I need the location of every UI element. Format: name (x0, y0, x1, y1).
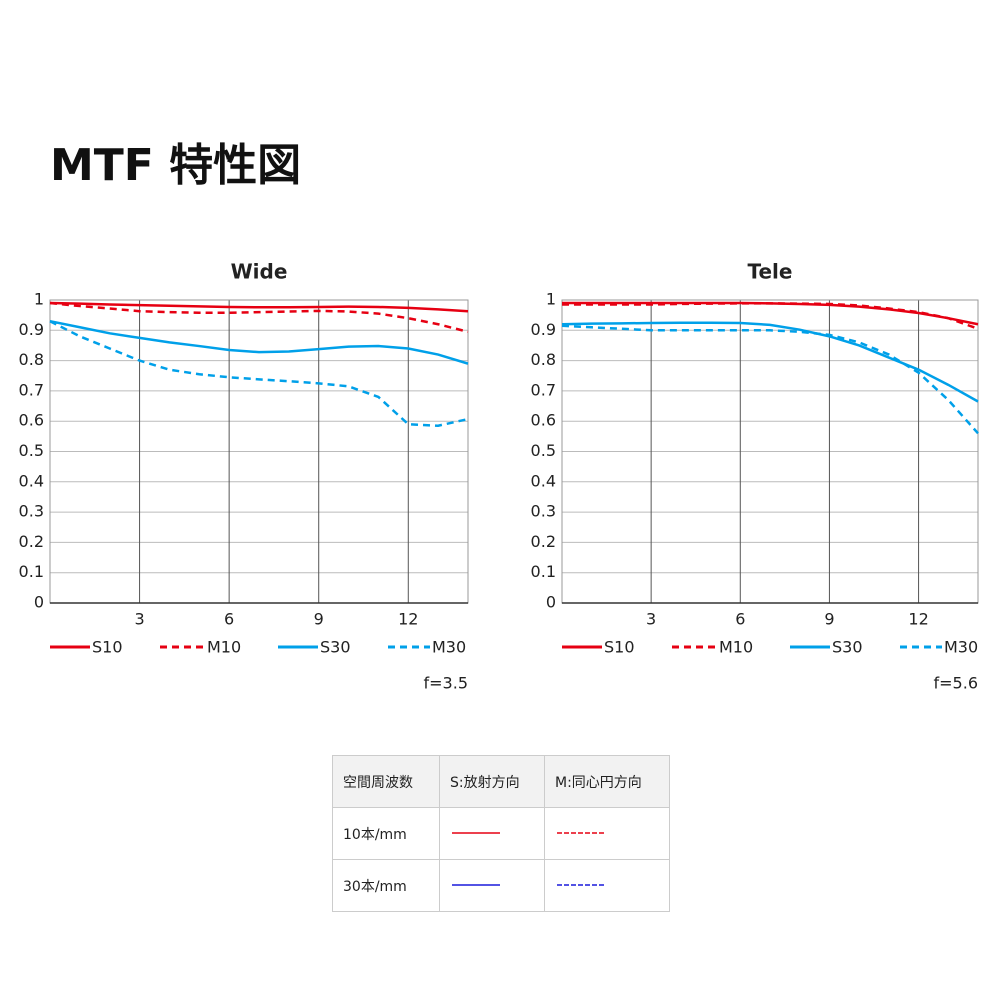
series-line (562, 301, 979, 326)
x-tick-label: 9 (824, 610, 834, 629)
series-line (562, 302, 979, 330)
row-label: 30本/mm (332, 859, 440, 912)
header-cell: M:同心円方向 (544, 755, 670, 808)
sample-line (557, 831, 605, 834)
series-line (49, 320, 469, 428)
y-tick-label: 0.4 (531, 471, 556, 490)
y-tick-label: 0.3 (531, 502, 556, 521)
row-label: 10本/mm (332, 807, 440, 860)
legend-label: S30 (320, 638, 351, 657)
x-tick-label: 12 (908, 610, 928, 629)
legend-label: S30 (832, 638, 863, 657)
y-tick-label: 0.2 (19, 532, 44, 551)
sample-line (452, 831, 500, 834)
y-tick-label: 0.5 (19, 441, 44, 460)
page-title: MTF 特性図 (50, 140, 301, 191)
cell (544, 859, 670, 912)
chart-title: Wide (231, 260, 288, 284)
legend-label: M30 (432, 638, 466, 657)
y-tick-label: 0.4 (19, 471, 44, 490)
chart-note: f=3.5 (424, 674, 468, 693)
y-tick-label: 1 (34, 290, 44, 309)
legend-label: S10 (92, 638, 123, 657)
series-line (561, 321, 979, 403)
y-tick-label: 0.6 (531, 411, 556, 430)
y-tick-label: 1 (546, 290, 556, 309)
series-line (49, 301, 469, 313)
header-cell: S:放射方向 (439, 755, 545, 808)
y-tick-label: 0.2 (531, 532, 556, 551)
series-line (49, 319, 469, 365)
y-tick-label: 0.5 (531, 441, 556, 460)
y-tick-label: 0.1 (531, 562, 556, 581)
y-tick-label: 0.6 (19, 411, 44, 430)
cell (439, 859, 545, 912)
x-tick-label: 6 (224, 610, 234, 629)
cell (544, 807, 670, 860)
chart-note: f=5.6 (934, 674, 978, 693)
y-tick-label: 0.8 (19, 350, 44, 369)
y-tick-label: 0.9 (19, 320, 44, 339)
y-tick-label: 0.7 (19, 380, 44, 399)
legend-label: S10 (604, 638, 635, 657)
header-cell: 空間周波数 (332, 755, 440, 808)
legend-label: M10 (719, 638, 753, 657)
x-tick-label: 6 (735, 610, 745, 629)
legend-table: 空間周波数 S:放射方向 M:同心円方向 10本/mm 30本/mm (332, 755, 670, 912)
sample-line (557, 883, 605, 886)
y-tick-label: 0.9 (531, 320, 556, 339)
y-tick-label: 0.3 (19, 502, 44, 521)
series-line (49, 301, 469, 334)
legend-label: M10 (207, 638, 241, 657)
x-tick-label: 3 (134, 610, 144, 629)
y-tick-label: 0 (546, 593, 556, 612)
x-tick-label: 12 (398, 610, 418, 629)
series-line (561, 324, 979, 435)
sample-line (452, 883, 500, 886)
cell (439, 807, 545, 860)
y-tick-label: 0.7 (531, 380, 556, 399)
x-tick-label: 9 (314, 610, 324, 629)
chart-title: Tele (748, 260, 793, 284)
x-tick-label: 3 (646, 610, 656, 629)
legend-label: M30 (944, 638, 978, 657)
y-tick-label: 0.1 (19, 562, 44, 581)
y-tick-label: 0.8 (531, 350, 556, 369)
y-tick-label: 0 (34, 593, 44, 612)
